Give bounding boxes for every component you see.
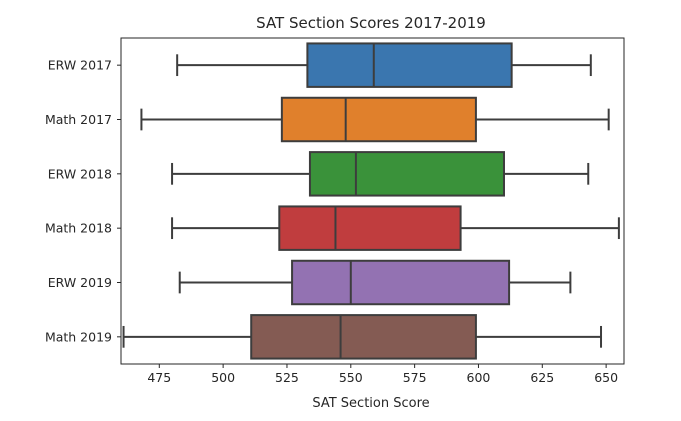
iqr-box <box>291 259 511 306</box>
y-axis: ERW 2017 Math 2017 ERW 2018 Math 2018 ERW 20… <box>45 58 121 344</box>
box-1 <box>176 42 592 88</box>
y-tick-label: ERW 2018 <box>48 166 112 181</box>
y-tick-label: Math 2018 <box>45 221 112 236</box>
x-tick-label: 625 <box>530 370 554 385</box>
y-tick-label: ERW 2019 <box>48 275 112 290</box>
box-5 <box>178 259 572 306</box>
y-tick-label: Math 2019 <box>45 329 112 344</box>
x-axis-label: SAT Section Score <box>312 396 429 411</box>
iqr-box <box>278 205 462 251</box>
iqr-box <box>250 314 477 360</box>
iqr-box <box>280 96 477 143</box>
box-6 <box>122 314 603 360</box>
x-axis: 475 500 525 550 575 600 625 650 <box>147 364 618 385</box>
chart-title: SAT Section Scores 2017-2019 <box>256 14 486 32</box>
x-tick-label: 550 <box>339 370 363 385</box>
box-3 <box>171 151 590 197</box>
plot-area <box>122 42 620 360</box>
x-tick-label: 475 <box>147 370 171 385</box>
iqr-box <box>306 42 513 88</box>
iqr-box <box>308 151 505 197</box>
y-tick-label: ERW 2017 <box>48 58 112 73</box>
x-tick-label: 525 <box>275 370 299 385</box>
x-tick-label: 500 <box>211 370 235 385</box>
plot-frame <box>120 37 625 365</box>
box-4 <box>171 205 620 251</box>
x-tick-label: 575 <box>403 370 427 385</box>
box-2 <box>140 96 610 143</box>
x-tick-label: 600 <box>467 370 491 385</box>
x-tick-label: 650 <box>594 370 618 385</box>
y-tick-label: Math 2017 <box>45 112 112 127</box>
